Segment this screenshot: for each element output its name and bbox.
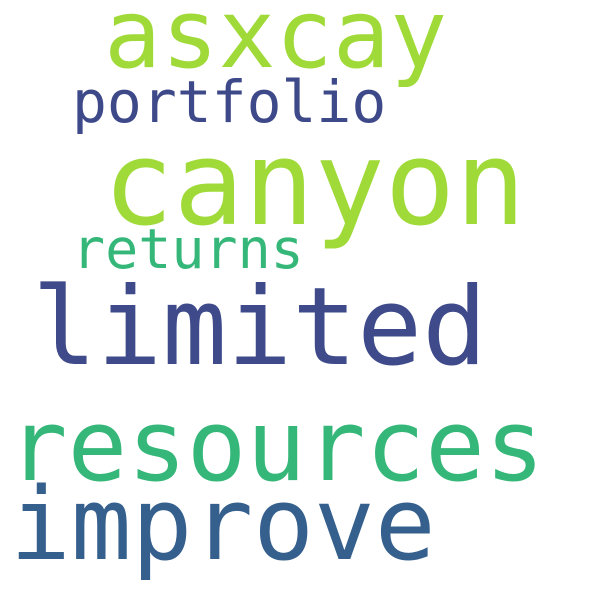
word-limited: limited	[32, 265, 488, 390]
word-returns: returns	[72, 217, 304, 281]
word-asxcay: asxcay	[104, 0, 448, 90]
word-resources: resources	[8, 389, 545, 504]
word-improve: improve	[10, 465, 436, 583]
word-portfolio: portfolio	[72, 68, 387, 136]
word-canyon: canyon	[103, 115, 526, 252]
